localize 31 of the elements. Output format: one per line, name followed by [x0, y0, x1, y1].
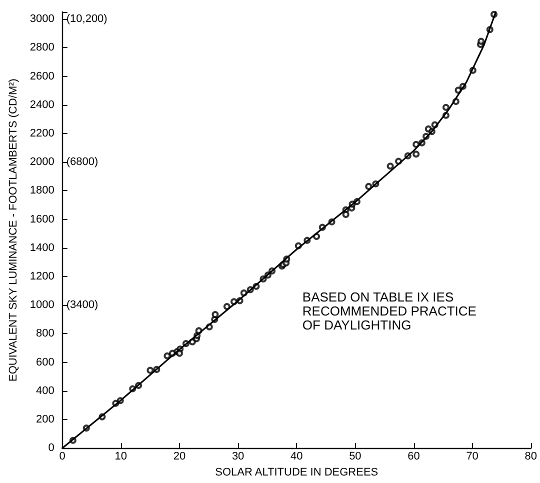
y-tick-label: 0: [48, 442, 54, 454]
y-tick-label: 1000: [30, 299, 54, 312]
y2-tick-label: (10,200): [66, 13, 108, 26]
y-tick-label: 800: [36, 328, 54, 340]
y-tick-label: 1800: [30, 184, 54, 197]
y-tick-label: 200: [36, 414, 54, 426]
x-tick-label: 0: [59, 450, 66, 463]
y2-tick-label: (3400): [66, 299, 98, 312]
y-tick-label: 1200: [30, 270, 54, 283]
x-tick-label: 60: [408, 450, 420, 463]
y-tick-label: 600: [36, 356, 54, 368]
x-axis-title: SOLAR ALTITUDE IN DEGREES: [215, 466, 378, 478]
y-tick-label: 2200: [30, 128, 54, 140]
x-tick-label: 10: [114, 450, 128, 463]
y-tick-label: 2600: [30, 70, 54, 82]
y-tick-label: 2400: [30, 98, 54, 111]
x-tick-label: 70: [466, 450, 478, 463]
y-tick-label: 3000: [30, 13, 54, 26]
y-tick-label: 2000: [30, 156, 54, 168]
x-tick-label: 80: [524, 450, 538, 463]
y-tick-label: 1400: [30, 242, 54, 254]
y-tick-label: 2800: [30, 42, 54, 54]
y2-tick-label: (6800): [66, 156, 98, 168]
y-axis-title: EQUIVALENT SKY LUMINANCE - FOOTLAMBERTS (CD/M²): [8, 78, 20, 382]
x-tick-label: 50: [349, 450, 362, 463]
annotation: BASED ON TABLE IX IES RECOMMENDED PRACTICE OF DAYLIGHTING: [302, 290, 477, 332]
y-tick-label: 1600: [30, 213, 54, 226]
y-tick-label: 400: [36, 384, 54, 397]
x-tick-label: 40: [290, 450, 303, 463]
x-tick-label: 30: [232, 450, 244, 463]
x-tick-label: 20: [173, 450, 186, 463]
